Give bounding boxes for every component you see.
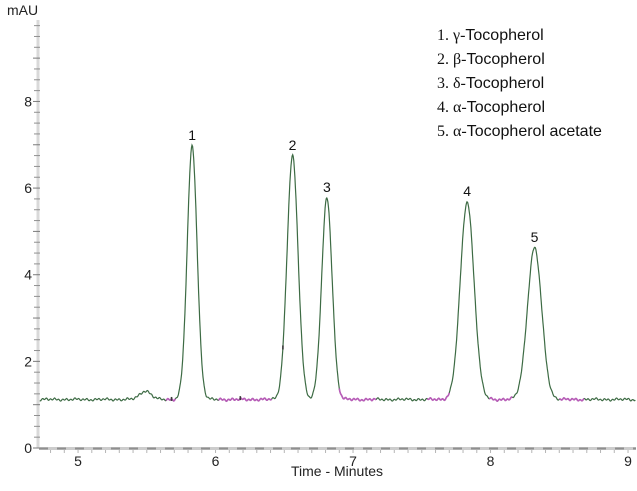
integration-baseline-segment [558, 397, 585, 402]
legend-item-name: Tocopherol [465, 75, 545, 92]
x-tick-label: 8 [487, 453, 495, 469]
y-tick-label: 6 [24, 180, 32, 196]
x-axis-title: Time - Minutes [290, 463, 384, 479]
y-tick-label: 2 [24, 353, 32, 369]
integration-baseline-segment [426, 392, 451, 402]
integration-baseline-segment [338, 388, 377, 402]
peak-label-5: 5 [530, 228, 539, 245]
y-tick-label: 0 [24, 440, 32, 456]
legend-item: 5. α-Tocopherol acetate [437, 120, 602, 144]
x-tick-label: 5 [74, 453, 82, 469]
legend-item-prefix: 3. δ- [437, 75, 466, 92]
y-tick-label: 4 [24, 267, 32, 283]
legend-item: 3. δ-Tocopherol [437, 72, 602, 96]
peak-label-2: 2 [288, 137, 297, 154]
legend-item-name: Tocopherol [465, 27, 544, 44]
x-tick-label: 6 [212, 453, 220, 469]
x-tick-label: 7 [349, 453, 357, 469]
legend-item-prefix: 1. γ- [437, 27, 466, 44]
peak-label-3: 3 [323, 179, 331, 196]
legend-item-name: Tocopherol [466, 51, 545, 68]
legend-item: 2. β-Tocopherol [437, 48, 602, 72]
y-axis-unit-label: mAU [7, 2, 39, 18]
integration-baseline-segment [217, 397, 273, 403]
chromatogram-trace [39, 143, 636, 402]
y-tick-label: 8 [24, 93, 32, 109]
x-tick-label: 9 [624, 453, 632, 469]
integration-baseline-segment [165, 397, 177, 402]
legend-item-name: Tocopherol acetate [466, 123, 602, 140]
legend-item-prefix: 2. β- [437, 51, 467, 68]
legend-item: 1. γ-Tocopherol [437, 24, 602, 48]
integration-baseline-segment [489, 396, 513, 402]
legend-item-prefix: 4. α- [437, 99, 467, 116]
legend-item: 4. α-Tocopherol [437, 96, 602, 120]
peak-label-1: 1 [188, 127, 197, 144]
peak-legend: 1. γ-Tocopherol 2. β-Tocopherol 3. δ-Tocop… [437, 24, 602, 144]
y-axis [36, 20, 40, 448]
legend-item-prefix: 5. α- [437, 123, 467, 140]
peak-label-4: 4 [463, 182, 472, 199]
legend-item-name: Tocopherol [466, 99, 545, 116]
